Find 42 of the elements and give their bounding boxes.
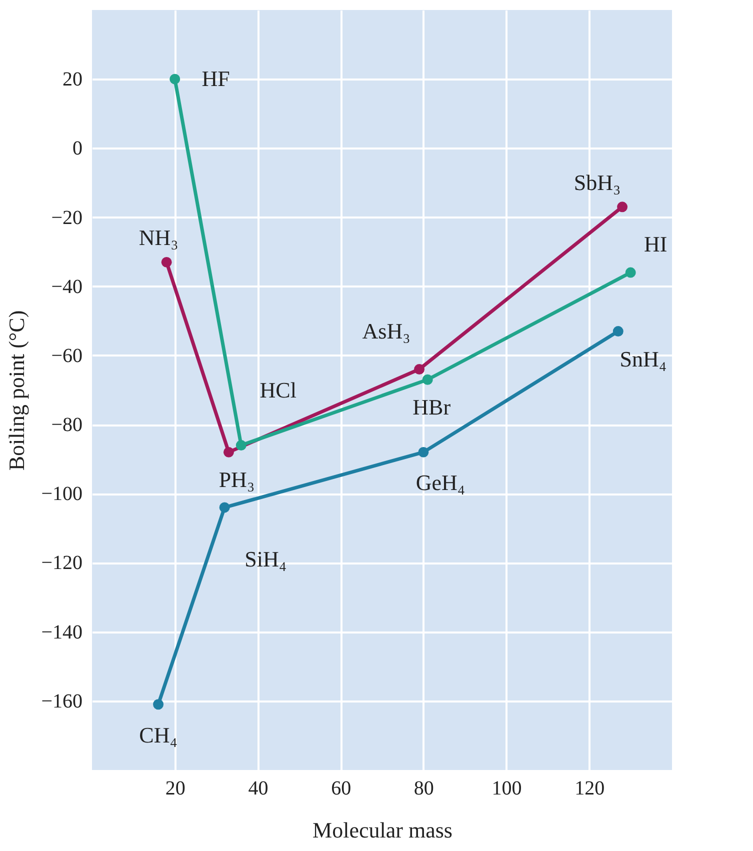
x-tick-label: 100 <box>492 778 522 800</box>
x-tick-label: 40 <box>248 778 268 800</box>
point <box>170 74 180 84</box>
annotation: NH₃ <box>138 225 178 250</box>
y-tick-label: −160 <box>41 690 82 712</box>
point <box>161 256 172 268</box>
annotation: SnH₄ <box>620 346 667 372</box>
annotation: SbH₃ <box>574 170 621 195</box>
y-tick-label: −100 <box>41 483 82 506</box>
x-axis-title: Molecular mass <box>312 818 452 842</box>
point <box>153 699 164 710</box>
y-tick-label: −80 <box>51 414 82 436</box>
annotation: GeH₄ <box>416 470 466 496</box>
annotation: PH₃ <box>218 467 255 492</box>
annotation: SiH₄ <box>244 546 287 572</box>
y-tick-label: −140 <box>41 621 82 644</box>
y-tick-label: −20 <box>51 206 82 229</box>
y-tick-label: −60 <box>51 344 82 367</box>
x-tick-label: 80 <box>414 778 434 800</box>
point <box>414 364 425 375</box>
annotation: AsH₃ <box>362 318 410 344</box>
y-tick-label: 0 <box>72 138 82 160</box>
point <box>223 446 234 458</box>
point <box>625 267 636 278</box>
point <box>612 326 624 337</box>
annotation: HCl <box>260 377 296 402</box>
point <box>236 440 246 451</box>
annotation: HF <box>202 66 230 92</box>
point <box>422 374 433 385</box>
y-tick-label: −120 <box>41 552 82 574</box>
x-tick-label: 20 <box>165 778 186 800</box>
annotation: HBr <box>412 394 452 420</box>
point <box>418 446 429 458</box>
point <box>219 502 230 513</box>
y-tick-label: −40 <box>51 276 82 298</box>
annotation: CH₄ <box>139 722 178 748</box>
annotation: HI <box>644 232 668 257</box>
x-tick-label: 120 <box>574 778 605 800</box>
x-tick-label: 60 <box>331 778 352 800</box>
y-axis-title: Boiling point (°C) <box>4 310 30 471</box>
point <box>617 202 628 212</box>
y-tick-label: 20 <box>62 68 82 91</box>
